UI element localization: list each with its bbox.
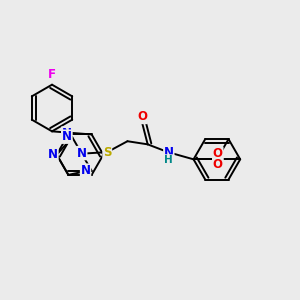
Text: N: N: [48, 148, 58, 161]
Text: F: F: [48, 68, 56, 81]
Text: N: N: [62, 127, 72, 140]
Text: O: O: [213, 158, 223, 171]
Text: O: O: [213, 147, 223, 160]
Text: N: N: [164, 146, 174, 159]
Text: O: O: [137, 110, 147, 124]
Text: H: H: [164, 155, 173, 165]
Text: N: N: [77, 147, 87, 160]
Text: N: N: [62, 130, 72, 143]
Text: S: S: [103, 146, 112, 159]
Text: N: N: [81, 164, 91, 177]
